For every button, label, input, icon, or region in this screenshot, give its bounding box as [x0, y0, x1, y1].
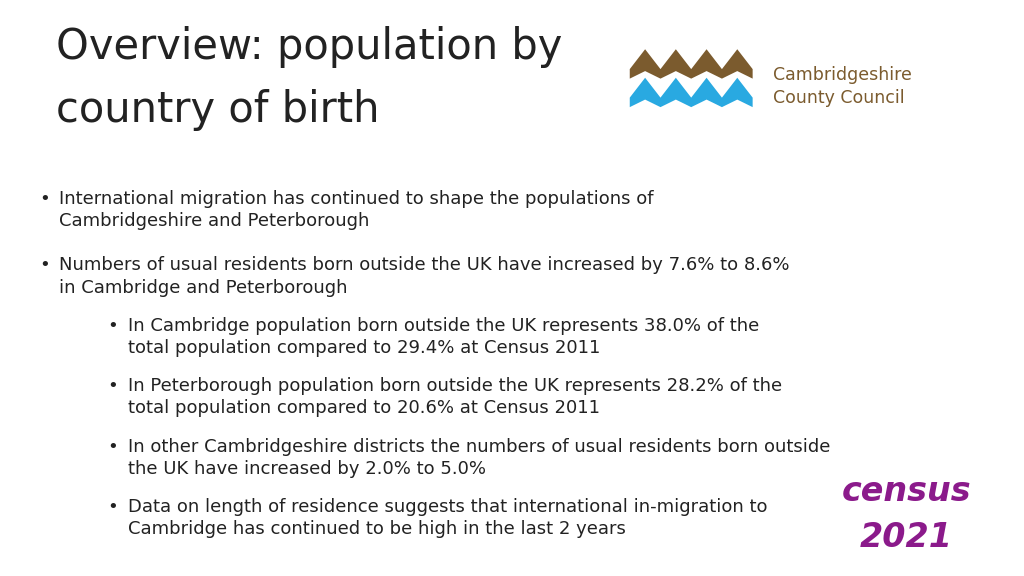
- Text: •: •: [39, 256, 49, 274]
- Text: In Peterborough population born outside the UK represents 28.2% of the
total pop: In Peterborough population born outside …: [128, 377, 782, 418]
- Polygon shape: [630, 50, 753, 78]
- Text: In other Cambridgeshire districts the numbers of usual residents born outside
th: In other Cambridgeshire districts the nu…: [128, 438, 830, 478]
- Text: Numbers of usual residents born outside the UK have increased by 7.6% to 8.6%
in: Numbers of usual residents born outside …: [59, 256, 790, 297]
- Text: •: •: [108, 498, 118, 516]
- Text: country of birth: country of birth: [56, 89, 380, 131]
- Text: •: •: [108, 317, 118, 335]
- Text: 2021: 2021: [860, 521, 952, 554]
- Text: •: •: [108, 438, 118, 456]
- Text: Data on length of residence suggests that international in-migration to
Cambridg: Data on length of residence suggests tha…: [128, 498, 768, 539]
- Text: •: •: [39, 190, 49, 208]
- Text: In Cambridge population born outside the UK represents 38.0% of the
total popula: In Cambridge population born outside the…: [128, 317, 759, 357]
- Text: International migration has continued to shape the populations of
Cambridgeshire: International migration has continued to…: [59, 190, 654, 230]
- Text: County Council: County Council: [773, 89, 905, 107]
- Polygon shape: [630, 78, 753, 107]
- Text: census: census: [842, 475, 971, 508]
- Text: •: •: [108, 377, 118, 395]
- Text: Overview: population by: Overview: population by: [56, 26, 563, 68]
- Text: Cambridgeshire: Cambridgeshire: [773, 66, 912, 84]
